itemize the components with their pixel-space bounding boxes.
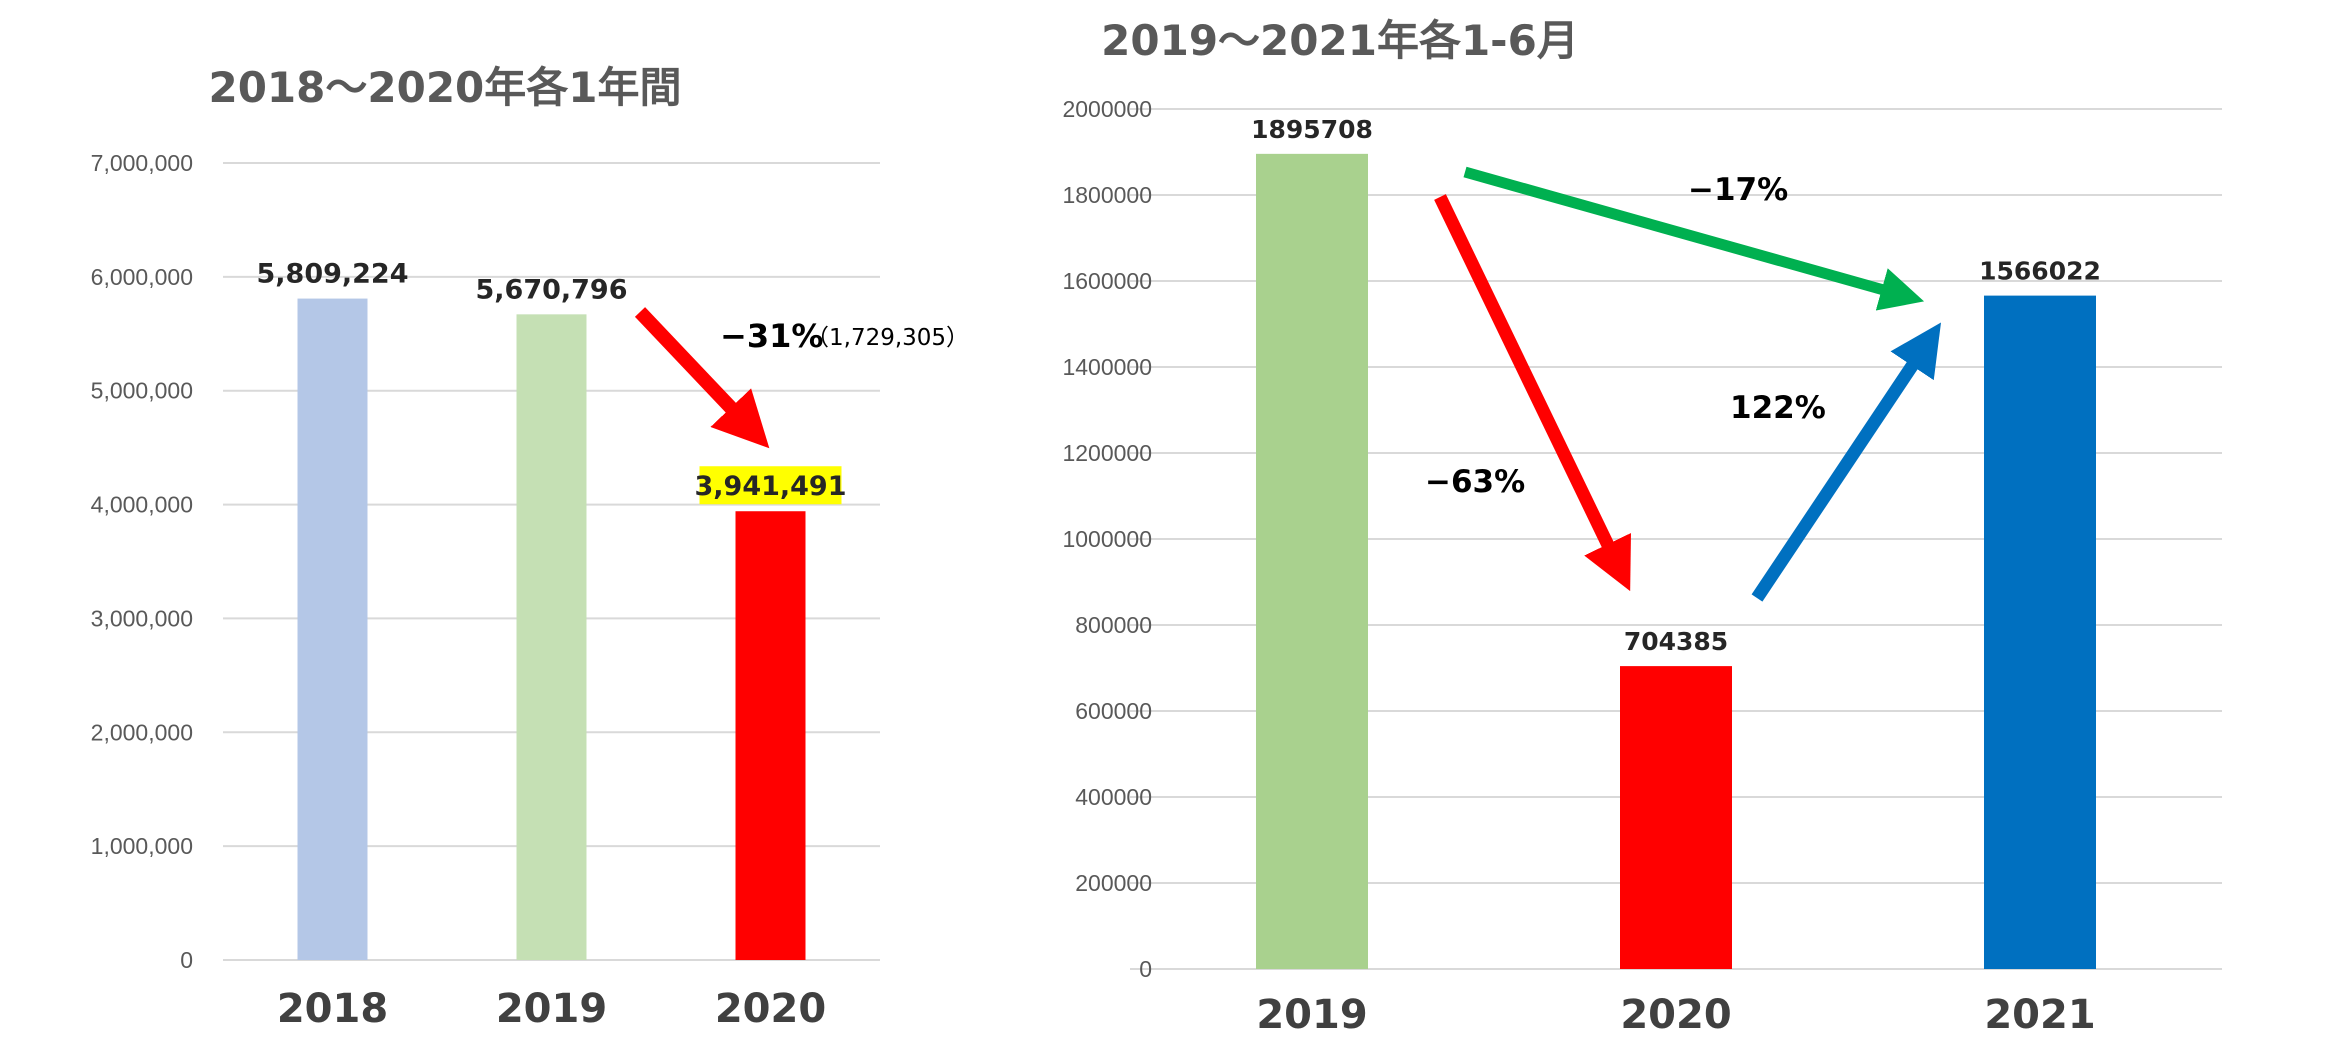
x-tick-label-2020: 2020: [1620, 992, 1731, 1038]
x-tick-label-2019: 2019: [496, 986, 607, 1032]
annotation-2019-2020: −63%: [1425, 464, 1525, 500]
x-tick-label-2021: 2021: [1984, 992, 2095, 1038]
chart-left-title: 2018～2020年各1年間: [208, 63, 681, 112]
data-label-2020: 704385: [1624, 627, 1728, 656]
y-tick-label: 1,000,000: [91, 833, 193, 859]
chart-left-data-labels: 5,809,224 5,670,796 3,941,491: [256, 259, 847, 505]
annotation-left-pct: −31%: [720, 317, 823, 355]
y-tick-label: 4,000,000: [91, 492, 193, 518]
y-tick-label: 200000: [1075, 870, 1152, 896]
bar-2020: [1620, 666, 1732, 969]
data-label-2020: 3,941,491: [694, 471, 846, 502]
change-arrow-2019-2021: [1463, 166, 1925, 311]
y-tick-label: 3,000,000: [91, 605, 193, 631]
y-tick-label: 5,000,000: [91, 378, 193, 404]
chart-right-y-axis: 0 200000 400000 600000 800000 1000000 1200000 1…: [1062, 96, 1152, 982]
change-arrow-2019-2020: [1434, 194, 1631, 592]
data-label-2019: 1895708: [1251, 115, 1373, 144]
y-tick-label: 1800000: [1062, 182, 1152, 208]
y-tick-label: 2,000,000: [91, 719, 193, 745]
chart-right: 2019～2021年各1-6月 0 200000 400000 600000 80000…: [1062, 16, 2222, 1038]
y-tick-label: 600000: [1075, 698, 1152, 724]
bar-2019: [516, 314, 587, 960]
chart-left-y-axis: 0 1,000,000 2,000,000 3,000,000 4,000,000 5,0…: [91, 150, 193, 973]
y-tick-label: 1600000: [1062, 268, 1152, 294]
y-tick-label: 1000000: [1062, 526, 1152, 552]
bar-2019: [1256, 153, 1368, 969]
data-label-2018: 5,809,224: [256, 259, 408, 290]
chart-left: 2018～2020年各1年間 0 1,000,000 2,000,000 3,000,…: [91, 63, 969, 1032]
y-tick-label: 6,000,000: [91, 264, 193, 290]
annotation-left-diff: （1,729,305）: [806, 325, 969, 351]
y-tick-label: 1400000: [1062, 354, 1152, 380]
y-tick-label: 7,000,000: [91, 150, 193, 176]
chart-right-title: 2019～2021年各1-6月: [1101, 16, 1579, 65]
x-tick-label-2018: 2018: [277, 986, 388, 1032]
chart-right-data-labels: 1895708 704385 1566022: [1251, 115, 2101, 656]
y-tick-label: 2000000: [1062, 96, 1152, 122]
chart-right-x-axis: 2019 2020 2021: [1256, 992, 2095, 1038]
bar-2020: [735, 511, 806, 960]
annotation-2019-2021: −17%: [1688, 172, 1788, 208]
y-tick-label: 800000: [1075, 612, 1152, 638]
y-tick-label: 0: [1139, 956, 1152, 982]
chart-left-bars: [297, 298, 806, 960]
data-label-highlight: [699, 466, 842, 505]
chart-left-x-axis: 2018 2019 2020: [277, 986, 826, 1032]
chart-right-bars: [1256, 153, 2096, 969]
annotation-2020-2021: 122%: [1730, 390, 1826, 426]
data-label-2021: 1566022: [1979, 257, 2101, 286]
data-label-2019: 5,670,796: [475, 274, 627, 305]
y-tick-label: 400000: [1075, 784, 1152, 810]
bar-2021: [1984, 295, 2096, 969]
x-tick-label-2019: 2019: [1256, 992, 1367, 1038]
bar-2018: [297, 298, 368, 960]
x-tick-label-2020: 2020: [715, 986, 826, 1032]
change-arrow-2020-2021: [1751, 322, 1941, 602]
y-tick-label: 0: [180, 947, 193, 973]
y-tick-label: 1200000: [1062, 440, 1152, 466]
decrease-arrow: [634, 307, 770, 449]
